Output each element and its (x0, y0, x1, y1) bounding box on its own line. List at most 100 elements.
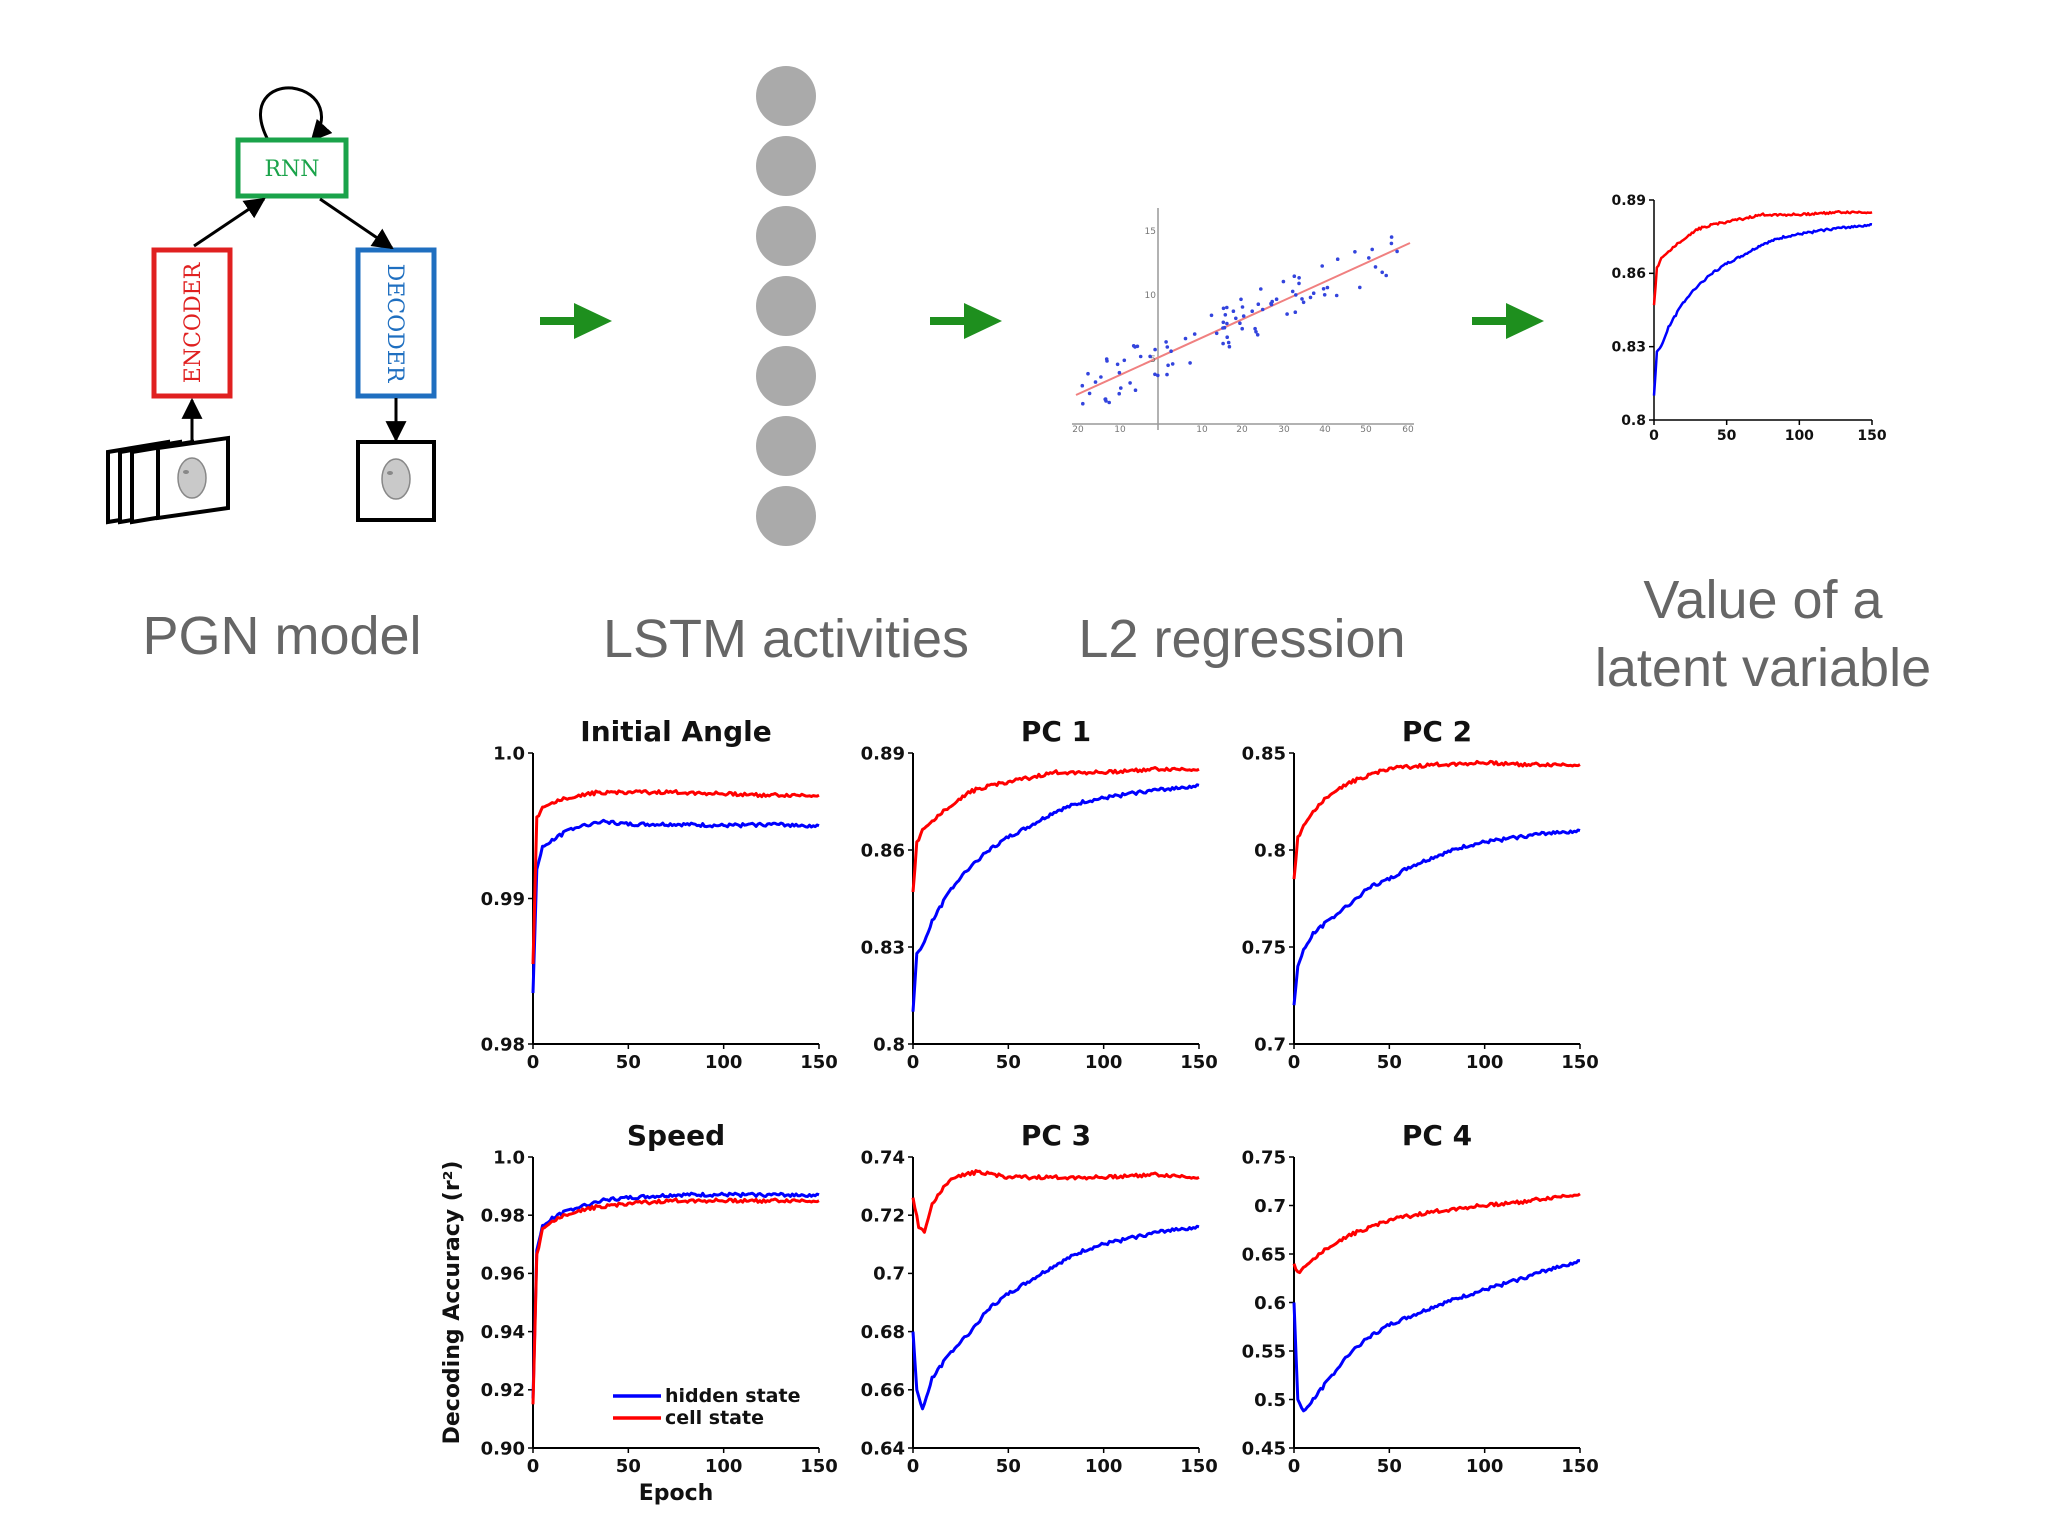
y-tick-label: 0.7 (873, 1264, 905, 1285)
scatter-point (1311, 291, 1316, 296)
x-tick-label: 50 (1717, 428, 1737, 444)
scatter-point (1099, 375, 1103, 379)
encoder-label: ENCODER (181, 261, 206, 383)
chart-initial-angle: 0 50 100 150 1.0 0.99 0.98 Initial Angle (481, 715, 838, 1073)
rnn-label: RNN (264, 157, 319, 182)
rnn-to-decoder-arrow (319, 197, 394, 250)
x-tick-label: 0 (907, 1456, 920, 1477)
x-tick-label: 0 (1288, 1456, 1301, 1477)
scatter-point (1122, 358, 1127, 363)
lstm-unit (756, 206, 816, 266)
scatter-x-tick: 10 (1114, 425, 1126, 435)
x-tick-label: 50 (1377, 1052, 1402, 1073)
scatter-point (1223, 313, 1228, 317)
x-tick-label: 100 (705, 1456, 743, 1477)
scatter-x-tick: 20 (1072, 425, 1084, 435)
scatter-point (1093, 380, 1098, 384)
scatter-point (1294, 293, 1298, 297)
scatter-point (1188, 361, 1192, 365)
scatter-point (1281, 279, 1286, 284)
scatter-point (1358, 285, 1362, 290)
arrow-right-icon (930, 303, 1002, 339)
scatter-point (1325, 285, 1330, 290)
lstm-units-column (756, 66, 816, 546)
y-tick-label: 0.75 (1242, 937, 1286, 958)
caption-latent-variable-line1: Value of a (1643, 570, 1883, 630)
x-tick-label: 150 (800, 1456, 838, 1477)
l2-regression-scatter-thumbnail: 20 10 10 20 30 40 50 60 15 10 5 (1072, 208, 1414, 435)
lstm-unit (756, 276, 816, 336)
scatter-point (1239, 297, 1243, 302)
latent-variable-thumbnail-chart: 0 50 100 150 0.89 0.86 0.83 0.8 (1611, 193, 1886, 444)
x-tick-label: 100 (1466, 1052, 1504, 1073)
caption-pgn-model: PGN model (142, 606, 421, 666)
series-line-hidden-state (1292, 1259, 1581, 1413)
x-tick-label: 0 (1649, 428, 1659, 444)
scatter-point (1081, 401, 1085, 406)
scatter-point (1367, 256, 1371, 260)
x-tick-label: 150 (1561, 1052, 1599, 1073)
pgn-model-diagram: RNN ENCODER DECODER (106, 86, 437, 525)
y-tick-label: 0.66 (861, 1380, 905, 1401)
chart-pc-4: 0 50 100 150 0.75 0.7 0.65 0.6 0.55 0.5 0.45 PC 4 (1242, 1119, 1599, 1477)
scatter-point (1292, 274, 1297, 279)
scatter-x-tick: 30 (1278, 425, 1290, 435)
scatter-point (1353, 250, 1357, 254)
scatter-point (1133, 388, 1138, 393)
scatter-point (1370, 247, 1374, 252)
scatter-point (1320, 264, 1324, 268)
chart-title: Speed (627, 1119, 725, 1152)
scatter-point (1221, 306, 1226, 311)
scatter-point (1321, 287, 1326, 291)
scatter-point (1308, 295, 1313, 300)
y-tick-label: 0.8 (873, 1034, 905, 1055)
y-tick-label: 0.7 (1254, 1196, 1286, 1217)
x-tick-label: 50 (996, 1052, 1021, 1073)
legend-label: cell state (665, 1407, 764, 1429)
series-line-hidden-state (911, 1224, 1200, 1411)
rnn-box (235, 137, 349, 199)
y-tick-label: 1.0 (493, 1147, 525, 1168)
lstm-unit (756, 66, 816, 126)
y-tick-label: 0.55 (1242, 1341, 1286, 1362)
y-tick-label: 0.64 (861, 1438, 905, 1459)
y-tick-label: 0.83 (1611, 340, 1646, 356)
scatter-point (1300, 297, 1304, 301)
x-tick-label: 50 (1377, 1456, 1402, 1477)
scatter-point (1334, 293, 1339, 298)
scatter-point (1226, 340, 1231, 345)
chart-title: PC 3 (1021, 1119, 1091, 1152)
y-tick-label: 0.83 (861, 937, 905, 958)
y-tick-label: 0.68 (861, 1322, 905, 1343)
lstm-unit (756, 416, 816, 476)
scatter-point (1117, 391, 1121, 396)
lstm-unit (756, 486, 816, 546)
scatter-point (1128, 381, 1132, 385)
y-tick-label: 0.92 (481, 1380, 525, 1401)
decoder-label: DECODER (382, 264, 407, 384)
scatter-point (1221, 326, 1225, 330)
scatter-point (1117, 370, 1122, 375)
y-tick-label: 0.72 (861, 1206, 905, 1227)
scatter-point (1214, 331, 1219, 336)
scatter-point (1389, 241, 1394, 246)
recurrent-loop-arrow (259, 86, 333, 142)
x-tick-label: 150 (800, 1052, 838, 1073)
x-tick-label: 100 (1085, 1052, 1123, 1073)
scatter-point (1234, 316, 1238, 321)
scatter-point (1086, 371, 1090, 376)
scatter-point (1087, 391, 1092, 396)
y-tick-label: 0.89 (861, 743, 905, 764)
y-tick-label: 0.98 (481, 1206, 525, 1227)
scatter-point (1384, 273, 1388, 278)
face-icon (381, 458, 411, 500)
scatter-point (1105, 359, 1109, 363)
x-tick-label: 100 (1466, 1456, 1504, 1477)
chart-pc-3: 0 50 100 150 0.74 0.72 0.7 0.68 0.66 0.64 PC 3 (861, 1119, 1218, 1477)
y-tick-label: 0.86 (861, 840, 905, 861)
scatter-point (1225, 335, 1229, 340)
y-axis-label: Decoding Accuracy (r²) (440, 1161, 465, 1445)
chart-speed: 0 50 100 150 1.0 0.98 0.96 0.94 0.92 0.90 Speed Epo… (440, 1119, 838, 1506)
scatter-point (1119, 386, 1123, 390)
